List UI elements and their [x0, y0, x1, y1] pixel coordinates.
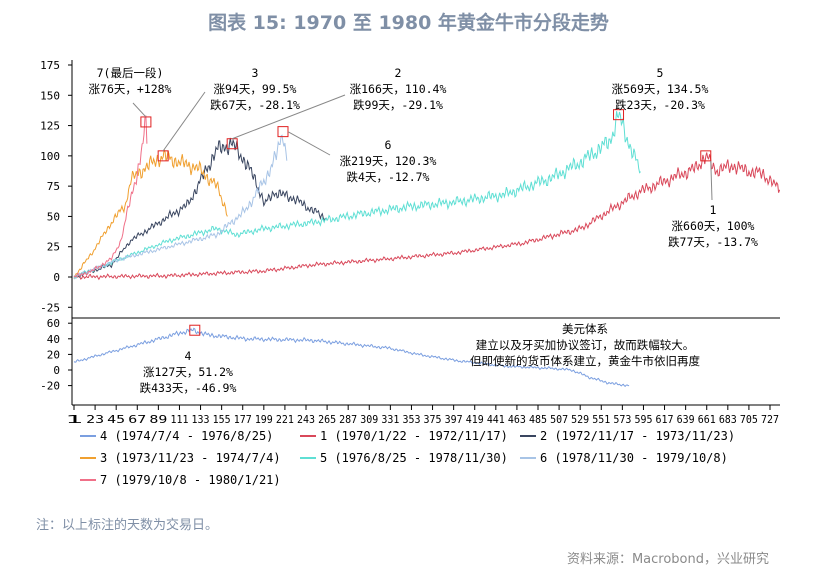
x-tick-label: 89: [149, 414, 167, 426]
legend-label: 7 (1979/10/8 - 1980/1/21): [100, 473, 281, 487]
footnote: 注：以上标注的天数为交易日。: [36, 518, 219, 533]
annotation-text: 涨76天，+128%: [89, 82, 172, 96]
x-tick-label: 397: [445, 414, 463, 426]
x-tick-label: 177: [234, 414, 252, 426]
x-tick-label: 221: [276, 414, 294, 426]
peak-marker: [189, 324, 201, 336]
legend-label: 1 (1970/1/22 - 1972/11/17): [320, 429, 508, 443]
annotation-text: 3: [252, 66, 259, 80]
annotation-leader: [162, 91, 206, 152]
annotation-text: 1: [710, 203, 717, 217]
x-tick-label: 309: [360, 414, 378, 426]
x-tick-label: 507: [550, 414, 568, 426]
y-tick-label-upper: -25: [40, 301, 60, 314]
x-tick-label: 639: [677, 414, 695, 426]
x-tick-label: 199: [255, 414, 273, 426]
y-tick-label-upper: 50: [47, 210, 60, 223]
series-line-7: [73, 115, 148, 278]
x-tick-label: 705: [740, 414, 758, 426]
x-tick-label: 67: [128, 414, 146, 426]
x-tick-label: 287: [339, 414, 357, 426]
series-line-5: [73, 111, 641, 279]
y-tick-label-lower: 0: [53, 364, 60, 377]
legend-label: 3 (1973/11/23 - 1974/7/4): [100, 451, 281, 465]
series-line-1: [73, 152, 781, 281]
y-tick-label-upper: 0: [53, 271, 60, 284]
y-tick-label-lower: -20: [40, 380, 60, 393]
series-line-4: [73, 327, 630, 387]
legend-label: 2 (1972/11/17 - 1973/11/23): [540, 429, 735, 443]
x-tick-label: 45: [107, 414, 125, 426]
x-tick-label: 683: [719, 414, 737, 426]
annotation-text: 4: [185, 349, 192, 363]
x-tick-label: 595: [634, 414, 652, 426]
x-tick-label: 419: [466, 414, 484, 426]
y-tick-label-lower: 20: [47, 348, 60, 361]
series-line-2: [73, 137, 328, 279]
x-tick-label: 353: [402, 414, 420, 426]
x-tick-label: 463: [508, 414, 526, 426]
x-tick-label: 573: [613, 414, 631, 426]
legend-label: 6 (1978/11/30 - 1979/10/8): [540, 451, 728, 465]
x-tick-label: 727: [761, 414, 779, 426]
legend-label: 4 (1974/7/4 - 1976/8/25): [100, 429, 273, 443]
series-line-6: [73, 134, 288, 280]
x-tick-label: 111: [170, 414, 188, 426]
annotation-leader: [287, 131, 331, 156]
x-tick-label: 485: [529, 414, 547, 426]
x-tick-label: 331: [381, 414, 399, 426]
annotation-text: 涨219天，120.3%: [340, 154, 437, 168]
annotation-leader: [232, 94, 346, 140]
annotation-leader: [710, 160, 713, 201]
annotation-text: 涨660天，100%: [672, 219, 755, 233]
y-tick-label-upper: 175: [40, 59, 60, 72]
annotation-text: 跌67天，-28.1%: [210, 98, 300, 112]
annotation-text: 跌23天，-20.3%: [615, 98, 705, 112]
annotation-text: 6: [385, 138, 392, 152]
source-text: 资料来源：Macrobond，兴业研究: [566, 552, 769, 567]
peak-marker: [613, 109, 625, 121]
annotation-text: 美元体系: [562, 322, 608, 336]
x-tick-label: 617: [656, 414, 674, 426]
y-tick-label-upper: 125: [40, 120, 60, 133]
series-line-3: [73, 149, 228, 280]
annotation-text: 涨94天，99.5%: [214, 82, 297, 96]
x-tick-label: 551: [592, 414, 610, 426]
x-tick-label: 661: [698, 414, 716, 426]
annotation-text: 2: [395, 66, 402, 80]
x-tick-label: 441: [487, 414, 505, 426]
annotation-text: 5: [657, 66, 664, 80]
x-tick-label: 375: [424, 414, 442, 426]
legend-label: 5 (1976/8/25 - 1978/11/30): [320, 451, 508, 465]
annotation-text: 但即使新的货币体系建立，黄金牛市依旧再度: [470, 354, 700, 368]
x-tick-label: 1: [65, 414, 83, 426]
x-tick-label: 265: [318, 414, 336, 426]
annotation-text: 跌4天，-12.7%: [347, 170, 430, 184]
peak-marker: [277, 126, 289, 138]
x-tick-label: 243: [297, 414, 315, 426]
annotation-text: 7(最后一段): [97, 66, 164, 80]
y-tick-label-lower: 60: [47, 317, 60, 330]
y-tick-label-upper: 25: [47, 241, 60, 254]
x-tick-label: 155: [213, 414, 231, 426]
annotation-text: 涨569天，134.5%: [612, 82, 709, 96]
x-tick-label: 133: [192, 414, 210, 426]
annotation-text: 建立以及牙买加协议签订，故而跌幅较大。: [476, 338, 695, 352]
x-tick-label: 529: [571, 414, 589, 426]
annotation-text: 跌433天，-46.9%: [140, 381, 237, 395]
annotation-leader: [132, 102, 147, 118]
peak-marker: [700, 150, 712, 162]
y-tick-label-upper: 150: [40, 89, 60, 102]
annotation-text: 跌77天，-13.7%: [668, 235, 758, 249]
chart-title: 图表 15: 1970 至 1980 年黄金牛市分段走势: [208, 12, 609, 34]
y-tick-label-lower: 40: [47, 333, 60, 346]
y-tick-label-upper: 75: [47, 180, 60, 193]
annotation-text: 涨127天，51.2%: [143, 365, 233, 379]
x-tick-label: 23: [86, 414, 104, 426]
annotation-text: 涨166天，110.4%: [350, 82, 447, 96]
y-tick-label-upper: 100: [40, 150, 60, 163]
annotation-text: 跌99天，-29.1%: [353, 98, 443, 112]
